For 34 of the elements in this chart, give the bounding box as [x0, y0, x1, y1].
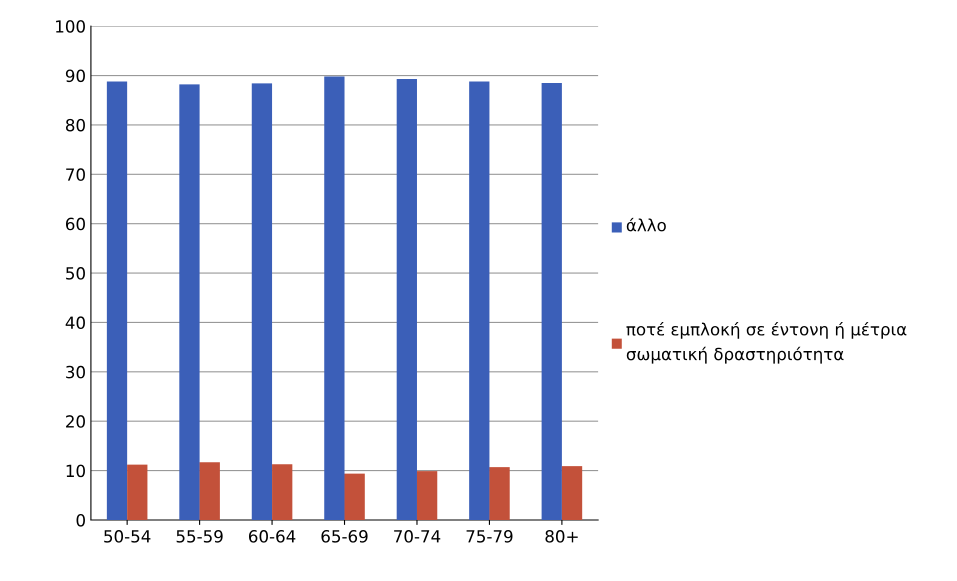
bar: [200, 462, 220, 520]
x-tick-label: 50-54: [104, 530, 150, 543]
bar: [562, 466, 582, 520]
legend-label: άλλο: [626, 218, 666, 232]
y-tick-label: 20: [66, 415, 85, 428]
x-tick-label: 80+: [545, 530, 578, 543]
legend-label: ποτέ εμπλοκή σε έντονη ή μέτρια σωματική δραστηριότητα: [626, 322, 906, 364]
bar: [272, 464, 292, 520]
y-tick-label: 90: [66, 69, 85, 82]
y-tick-label: 10: [66, 464, 85, 478]
bar: [324, 76, 345, 520]
y-tick-label: 0: [76, 514, 85, 527]
x-tick-label: 60-64: [249, 530, 296, 543]
x-tick-label: 55-59: [176, 530, 223, 543]
y-tick-label: 80: [66, 118, 85, 132]
bar: [252, 83, 272, 520]
y-tick-label: 30: [66, 366, 85, 378]
y-tick-label: 60: [66, 218, 85, 230]
bar: [179, 84, 200, 520]
x-tick-label: 70-74: [394, 530, 440, 543]
x-tick-label: 75-79: [466, 530, 512, 543]
y-tick-label: 40: [66, 316, 85, 330]
bar: [127, 464, 148, 520]
bar: [416, 471, 438, 520]
bar: [542, 82, 562, 520]
y-tick-label: 70: [66, 168, 85, 181]
y-tick-label: 100: [56, 20, 85, 33]
y-tick-label: 50: [66, 267, 85, 280]
bar: [396, 78, 417, 520]
x-tick-label: 65-69: [321, 530, 368, 543]
bar: [469, 81, 490, 520]
bar: [344, 474, 365, 520]
bar: [106, 81, 128, 520]
bar: [489, 467, 510, 520]
